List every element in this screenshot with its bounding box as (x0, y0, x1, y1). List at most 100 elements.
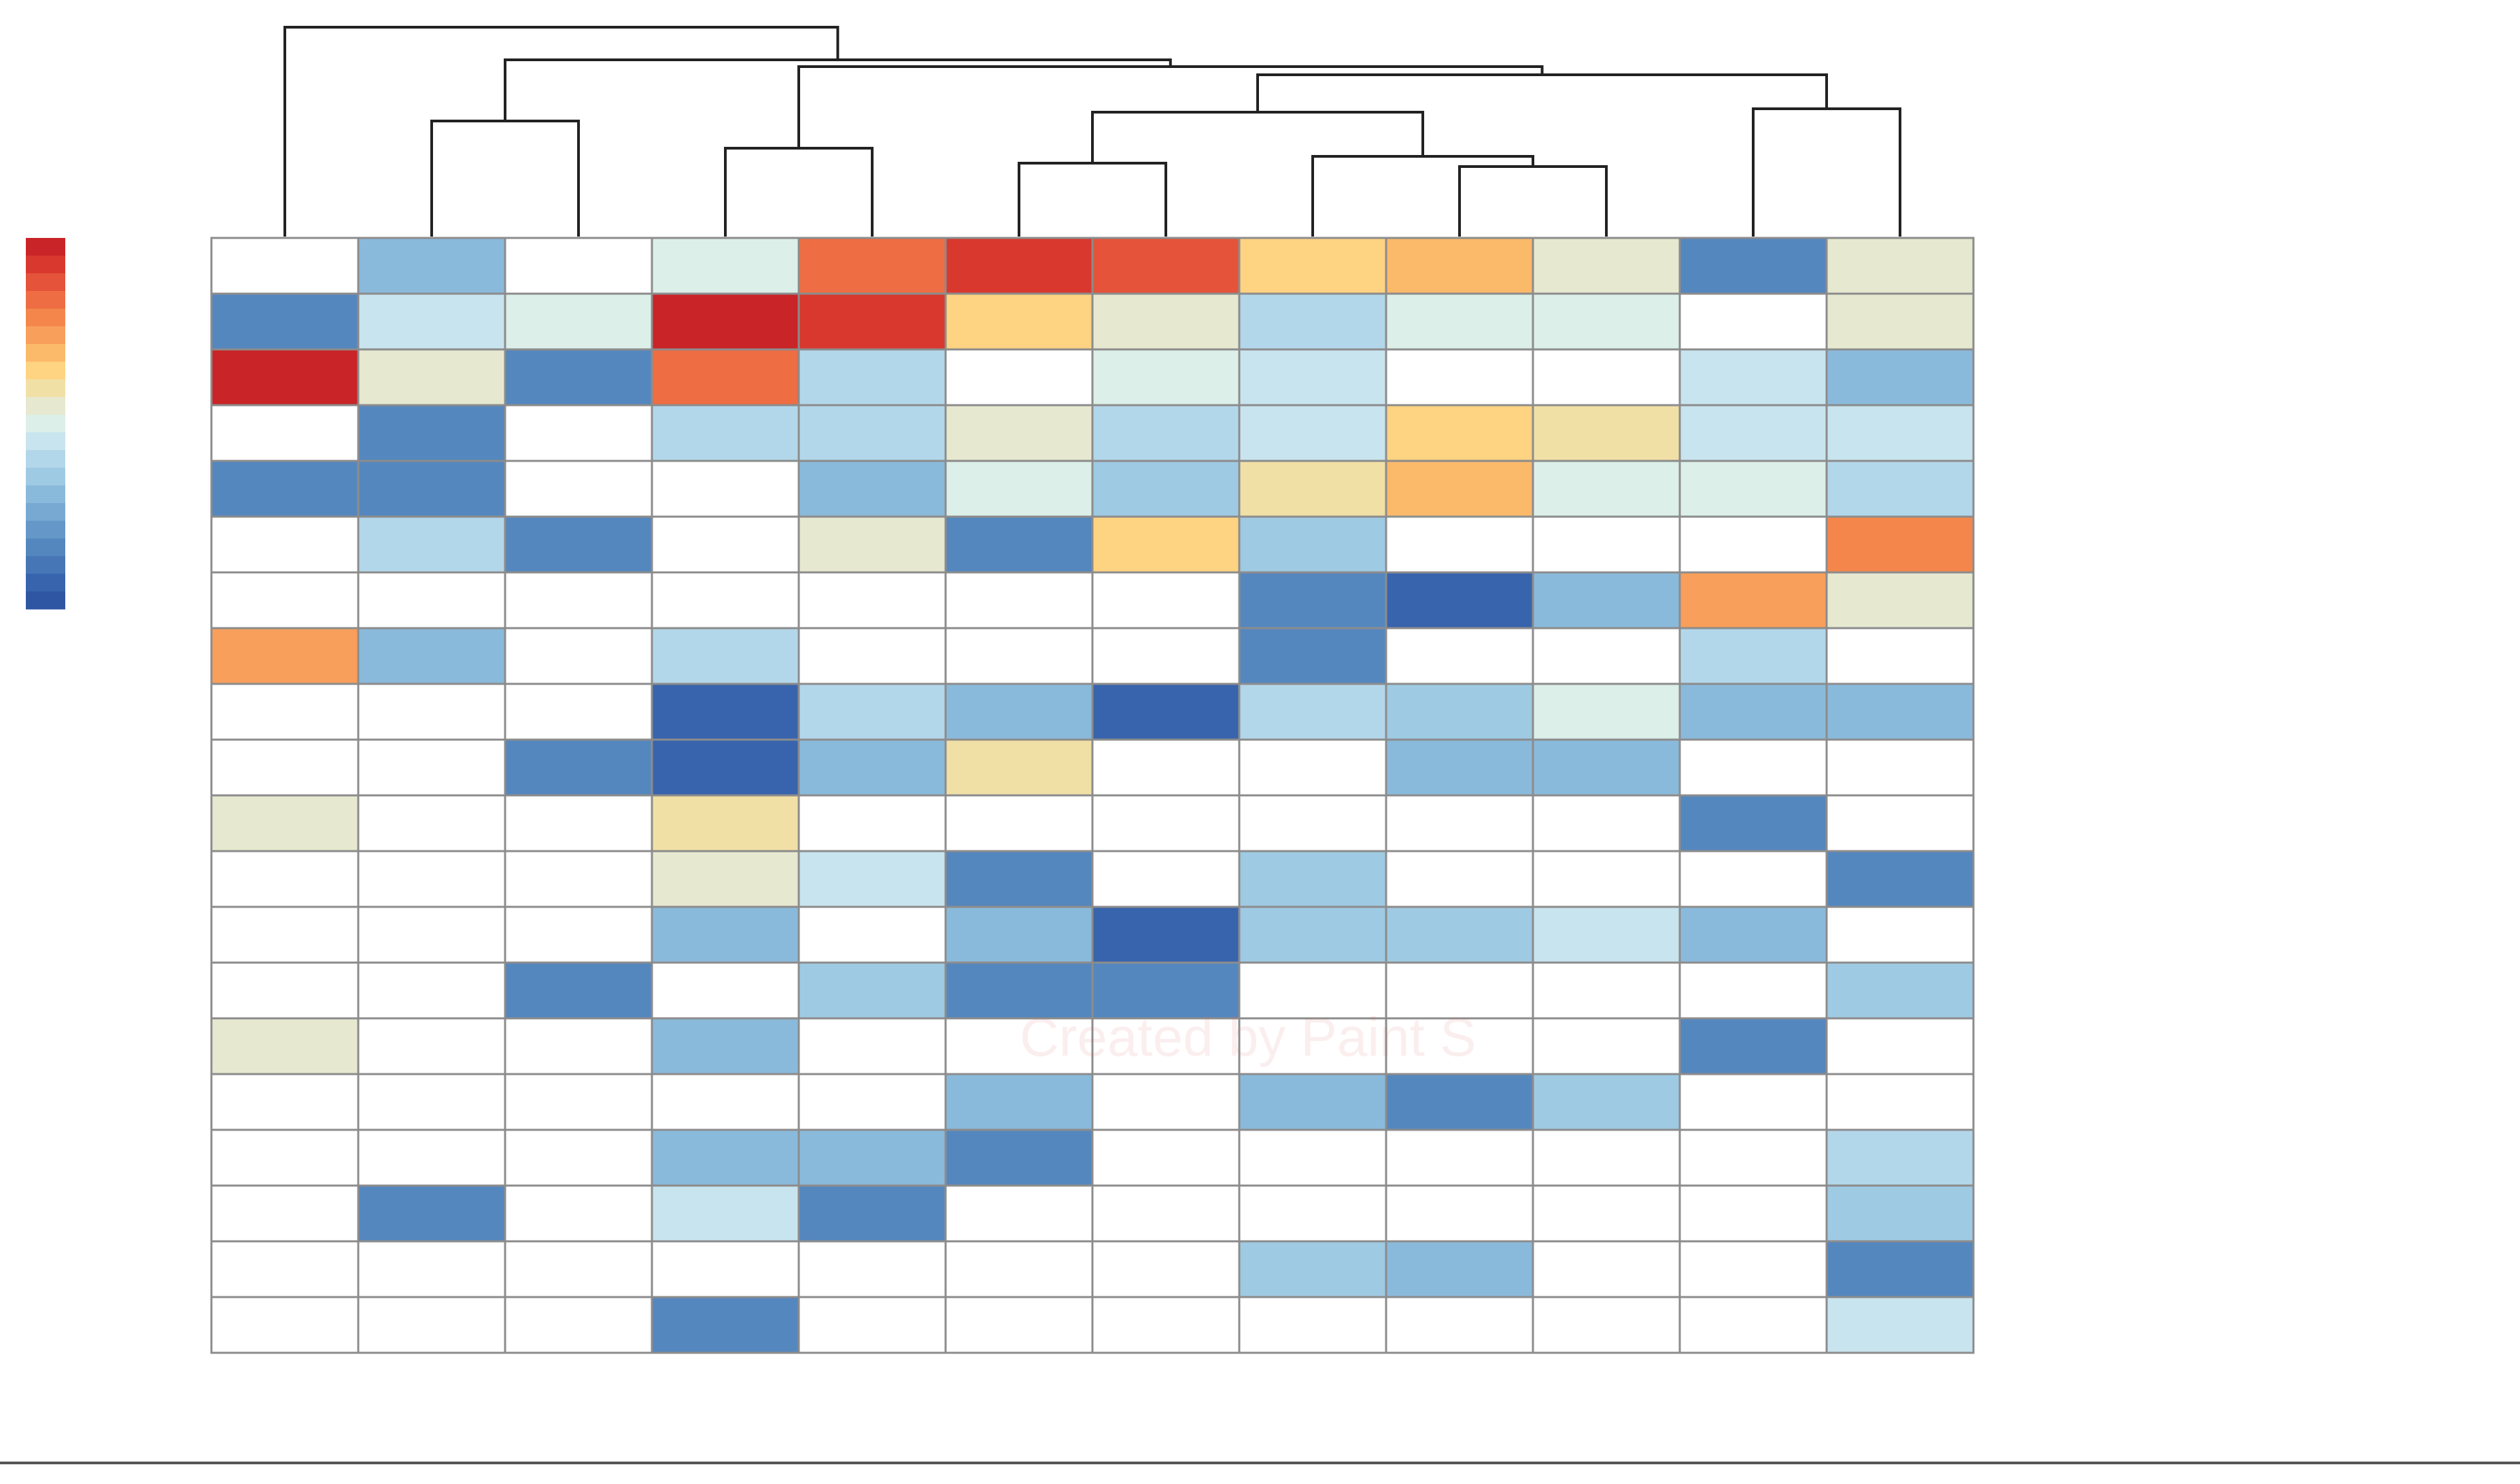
heatmap-cell (944, 404, 1094, 462)
heatmap-cell (357, 292, 506, 351)
heatmap-cell (797, 794, 947, 852)
heatmap-cell (210, 460, 360, 518)
heatmap-cell (1238, 1128, 1387, 1187)
heatmap-cell (210, 292, 360, 351)
colorbar-swatch (26, 432, 65, 451)
heatmap-cell (797, 961, 947, 1020)
heatmap-cell (944, 1073, 1094, 1131)
heatmap-cell (1825, 571, 1975, 629)
heatmap-cell (944, 850, 1094, 908)
heatmap-cell (1825, 292, 1975, 351)
heatmap-cell (651, 627, 800, 685)
colorbar-swatch (26, 574, 65, 592)
heatmap-cell (1532, 571, 1681, 629)
colorbar-swatch (26, 291, 65, 309)
heatmap-cell (210, 961, 360, 1020)
heatmap-cell (1091, 1017, 1241, 1075)
heatmap-cell (1385, 683, 1534, 741)
heatmap-cell (504, 1184, 653, 1243)
heatmap-cell (210, 1017, 360, 1075)
heatmap-cell (944, 292, 1094, 351)
heatmap-cell (1091, 794, 1241, 852)
heatmap-cell (1238, 571, 1387, 629)
heatmap-cell (357, 1184, 506, 1243)
heatmap-cell (797, 738, 947, 797)
heatmap-cell (357, 627, 506, 685)
heatmap-cell (1825, 404, 1975, 462)
heatmap-cell (504, 292, 653, 351)
heatmap-cell (210, 683, 360, 741)
heatmap-cell (1532, 1128, 1681, 1187)
heatmap-cell (210, 905, 360, 964)
heatmap-cell (1238, 404, 1387, 462)
heatmap-cell (1091, 1184, 1241, 1243)
heatmap-cell (1825, 1184, 1975, 1243)
heatmap-cell (944, 905, 1094, 964)
dendrogram-link (283, 26, 840, 237)
heatmap-cell (651, 850, 800, 908)
heatmap-cell (1385, 1073, 1534, 1131)
bottom-divider-line (0, 1462, 2520, 1464)
heatmap-cell (357, 961, 506, 1020)
heatmap-cell (1238, 683, 1387, 741)
heatmap-cell (1532, 1296, 1681, 1354)
heatmap-cell (797, 1017, 947, 1075)
heatmap-cell (651, 794, 800, 852)
dendrogram-link (724, 147, 874, 237)
heatmap-cell (504, 850, 653, 908)
heatmap-cell (504, 515, 653, 574)
heatmap-cell (1825, 905, 1975, 964)
dendrogram-link (504, 58, 1172, 121)
heatmap-cell (797, 905, 947, 964)
heatmap-cell (1238, 515, 1387, 574)
heatmap-cell (1532, 1017, 1681, 1075)
colorbar-swatch (26, 538, 65, 557)
heatmap-cell (357, 404, 506, 462)
heatmap-cell (1532, 1240, 1681, 1298)
heatmap-cell (1678, 571, 1828, 629)
heatmap-cell (1825, 460, 1975, 518)
heatmap-cell (944, 738, 1094, 797)
heatmap-cell (651, 683, 800, 741)
heatmap-cell (1532, 1073, 1681, 1131)
heatmap-cell (1091, 961, 1241, 1020)
colorbar-swatch (26, 521, 65, 539)
heatmap-cell (651, 905, 800, 964)
heatmap-cell (1091, 237, 1241, 295)
heatmap-cell (1532, 460, 1681, 518)
heatmap-cell (1091, 738, 1241, 797)
heatmap-cell (797, 1184, 947, 1243)
heatmap-cell (504, 404, 653, 462)
heatmap-cell (1385, 627, 1534, 685)
heatmap-cell (1678, 905, 1828, 964)
heatmap-cell (210, 237, 360, 295)
heatmap-cell (357, 794, 506, 852)
heatmap-cell (1091, 1240, 1241, 1298)
colorbar-swatch (26, 309, 65, 327)
heatmap-cell (944, 1184, 1094, 1243)
heatmap-cell (1678, 1073, 1828, 1131)
heatmap-cell (1825, 961, 1975, 1020)
heatmap-cell (504, 627, 653, 685)
dendrogram-link (1018, 162, 1167, 237)
heatmap-cell (1091, 460, 1241, 518)
color-scale-legend (26, 238, 65, 610)
heatmap-cell (651, 237, 800, 295)
heatmap-cell (1238, 237, 1387, 295)
heatmap-cell (1825, 794, 1975, 852)
heatmap-cell (210, 571, 360, 629)
heatmap-cell (504, 1240, 653, 1298)
heatmap-cell (651, 1240, 800, 1298)
heatmap-cell (797, 1073, 947, 1131)
column-dendrogram (283, 26, 1901, 237)
heatmap-cell (1385, 348, 1534, 407)
heatmap-cell (1532, 292, 1681, 351)
heatmap-cell (1385, 794, 1534, 852)
heatmap-cell (1385, 1184, 1534, 1243)
heatmap-cell (1678, 1017, 1828, 1075)
heatmap-cell (1678, 1240, 1828, 1298)
heatmap-cell (357, 237, 506, 295)
heatmap-cell (797, 1240, 947, 1298)
colorbar-swatch (26, 344, 65, 362)
